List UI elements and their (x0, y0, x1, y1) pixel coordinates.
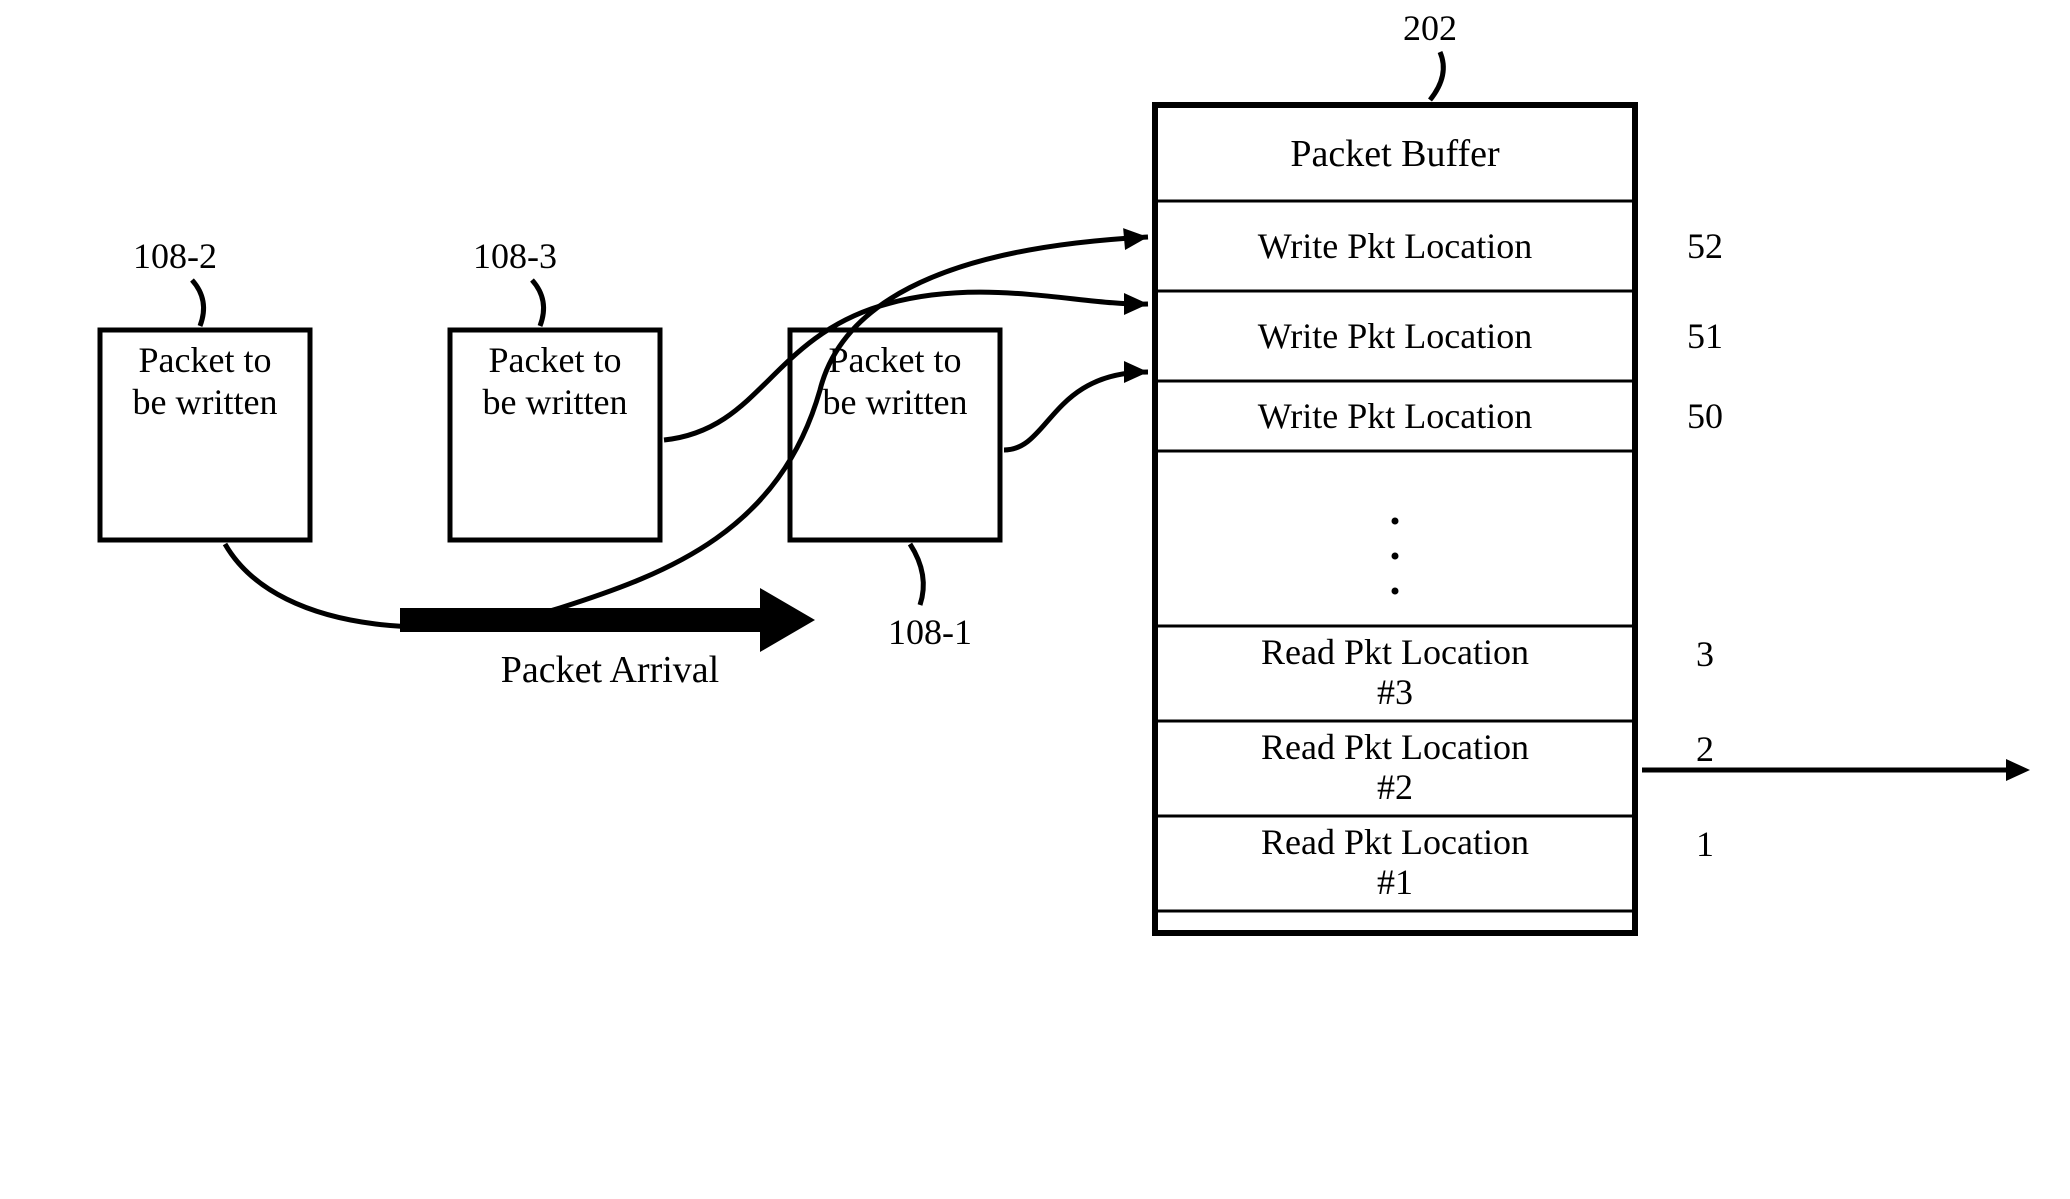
packet-108-3-label-line2: be written (483, 382, 628, 422)
packet-108-3-ref-tick (532, 280, 544, 326)
arrowhead-icon (2006, 759, 2030, 781)
buffer-row-index: 3 (1696, 634, 1714, 674)
packet-buffer-diagram: Packet tobe written108-2Packet tobe writ… (0, 0, 2070, 1199)
ellipsis-dot (1392, 518, 1399, 525)
buffer-read-row-label2: #1 (1377, 862, 1413, 902)
ellipsis-dot (1392, 553, 1399, 560)
buffer-write-row-label: Write Pkt Location (1258, 226, 1532, 266)
buffer-read-row-label2: #2 (1377, 767, 1413, 807)
buffer-read-row-label1: Read Pkt Location (1261, 632, 1529, 672)
packet-arrival-arrow (400, 588, 815, 652)
packet-108-1-ref-tick (910, 544, 923, 605)
arrowhead-icon (1124, 293, 1148, 315)
packet-108-2-label-line2: be written (133, 382, 278, 422)
packet-108-2-label-line1: Packet to (139, 340, 272, 380)
buffer-write-row-label: Write Pkt Location (1258, 396, 1532, 436)
buffer-ref-tick (1430, 52, 1443, 100)
arrowhead-icon (1124, 361, 1148, 383)
packet-108-2-ref-tick (192, 280, 204, 326)
buffer-row-index: 52 (1687, 226, 1723, 266)
buffer-read-row-label2: #3 (1377, 672, 1413, 712)
buffer-read-row-label1: Read Pkt Location (1261, 727, 1529, 767)
ellipsis-dot (1392, 588, 1399, 595)
buffer-row-index: 2 (1696, 729, 1714, 769)
buffer-read-row-label1: Read Pkt Location (1261, 822, 1529, 862)
packet-108-1-ref-label: 108-1 (888, 612, 972, 652)
packet-108-3-label-line1: Packet to (489, 340, 622, 380)
packet-108-1-label-line1: Packet to (829, 340, 962, 380)
arrowhead-icon (1123, 228, 1148, 250)
packet-108-2-ref-label: 108-2 (133, 236, 217, 276)
buffer-write-row-label: Write Pkt Location (1258, 316, 1532, 356)
buffer-row-index: 50 (1687, 396, 1723, 436)
arrow-108-1-to-buffer (1004, 372, 1148, 450)
buffer-ref-label: 202 (1403, 8, 1457, 48)
packet-108-1-label-line2: be written (823, 382, 968, 422)
buffer-title: Packet Buffer (1290, 133, 1500, 175)
buffer-row-index: 51 (1687, 316, 1723, 356)
packet-arrival-label: Packet Arrival (501, 649, 719, 691)
packet-108-3-ref-label: 108-3 (473, 236, 557, 276)
buffer-row-index: 1 (1696, 824, 1714, 864)
